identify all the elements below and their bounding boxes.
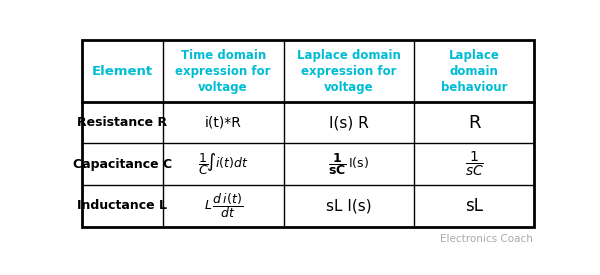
Text: $L\,\dfrac{d\,i(t)}{dt}$: $L\,\dfrac{d\,i(t)}{dt}$ xyxy=(203,191,242,220)
Text: sL: sL xyxy=(465,197,483,215)
Text: $\dfrac{1}{sC}$: $\dfrac{1}{sC}$ xyxy=(465,150,484,178)
Text: Laplace
domain
behaviour: Laplace domain behaviour xyxy=(441,49,508,94)
Text: Laplace domain
expression for
voltage: Laplace domain expression for voltage xyxy=(297,49,401,94)
Text: Inductance L: Inductance L xyxy=(77,199,167,212)
Text: Element: Element xyxy=(92,65,153,78)
Text: Electronics Coach: Electronics Coach xyxy=(440,234,533,244)
Text: $\dfrac{\mathbf{1}}{\mathbf{sC}}$$\,\mathrm{I(s)}$: $\dfrac{\mathbf{1}}{\mathbf{sC}}$$\,\mat… xyxy=(328,151,370,177)
Text: sL I(s): sL I(s) xyxy=(326,198,372,213)
Text: Time domain
expression for
voltage: Time domain expression for voltage xyxy=(175,49,271,94)
Text: Capacitance C: Capacitance C xyxy=(73,158,172,171)
Text: I(s) R: I(s) R xyxy=(329,115,369,130)
Text: Resistance R: Resistance R xyxy=(77,116,167,129)
Text: R: R xyxy=(468,114,481,132)
Text: $\dfrac{1}{C}\!\int i(t)dt$: $\dfrac{1}{C}\!\int i(t)dt$ xyxy=(198,151,248,177)
FancyBboxPatch shape xyxy=(82,40,535,227)
Text: i(t)*R: i(t)*R xyxy=(205,116,242,130)
